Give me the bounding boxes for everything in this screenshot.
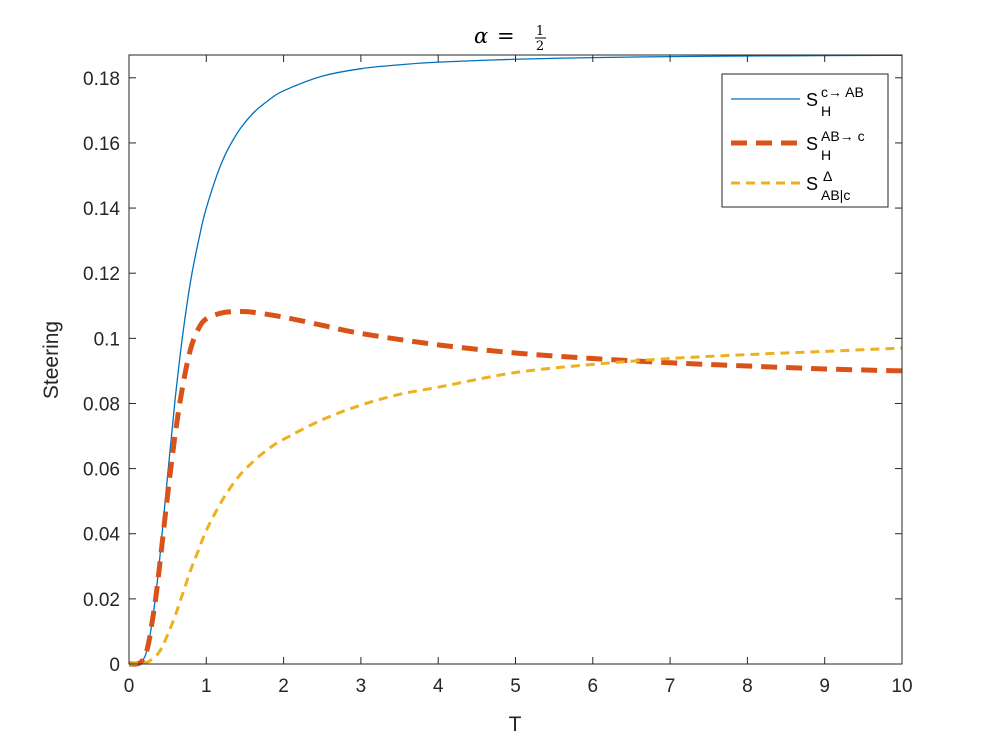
y-tick-label: 0.18 xyxy=(83,69,120,90)
y-tick-label: 0.04 xyxy=(83,525,120,546)
y-tick-label: 0.1 xyxy=(94,329,120,350)
legend-base-3: S xyxy=(806,174,818,194)
legend-box xyxy=(721,73,889,208)
y-tick-label: 0 xyxy=(109,655,120,676)
title-lhs: α xyxy=(474,24,488,48)
x-tick-label: 1 xyxy=(201,676,212,697)
series-layer xyxy=(128,54,903,667)
x-tick-label: 4 xyxy=(433,676,444,697)
x-axis-label: T xyxy=(509,713,522,736)
legend-base-1: S xyxy=(806,90,818,110)
legend: S H c→ AB S H AB→ c S AB|c Δ xyxy=(721,73,889,208)
chart-title: α = 1 2 xyxy=(474,24,546,54)
title-denominator: 2 xyxy=(536,39,544,54)
legend-entry-series-1: S xyxy=(806,90,818,110)
x-tick-label: 8 xyxy=(742,676,753,697)
x-tick-label: 7 xyxy=(665,676,676,697)
x-tick-label: 9 xyxy=(819,676,830,697)
legend-sup-series-1: c→ AB xyxy=(821,84,864,100)
x-tick-label: 0 xyxy=(124,676,135,697)
legend-sup-series-3: Δ xyxy=(823,168,832,184)
x-tick-label: 3 xyxy=(356,676,367,697)
y-tick-label: 0.16 xyxy=(83,134,120,155)
x-tick-label: 10 xyxy=(891,676,912,697)
series-line-3 xyxy=(128,346,903,666)
legend-sub-series-1: H xyxy=(821,103,831,119)
legend-sub-series-2: H xyxy=(821,147,831,163)
legend-sub-series-3: AB|c xyxy=(821,187,850,203)
y-axis-label: Steering xyxy=(40,321,63,399)
axes-box xyxy=(128,54,903,665)
ticks-layer: 0 1 2 3 4 5 6 7 8 9 10 0 0.02 0.04 0.06 0.08 0.1 0.12 0.14… xyxy=(83,55,913,697)
legend-base-2: S xyxy=(806,134,818,154)
y-tick-label: 0.08 xyxy=(83,394,120,415)
y-tick-label: 0.02 xyxy=(83,590,120,611)
series-line-2 xyxy=(128,309,903,667)
y-tick-label: 0.12 xyxy=(83,264,120,285)
title-eq: = xyxy=(497,24,515,48)
legend-entry-series-2: S xyxy=(806,134,818,154)
x-tick-label: 6 xyxy=(588,676,599,697)
y-tick-label: 0.06 xyxy=(83,460,120,481)
x-tick-label: 5 xyxy=(510,676,521,697)
y-tick-label: 0.14 xyxy=(83,199,120,220)
x-tick-label: 2 xyxy=(278,676,289,697)
title-numerator: 1 xyxy=(536,24,544,39)
legend-sup-series-2: AB→ c xyxy=(821,128,865,144)
legend-entry-series-3: S xyxy=(806,174,818,194)
